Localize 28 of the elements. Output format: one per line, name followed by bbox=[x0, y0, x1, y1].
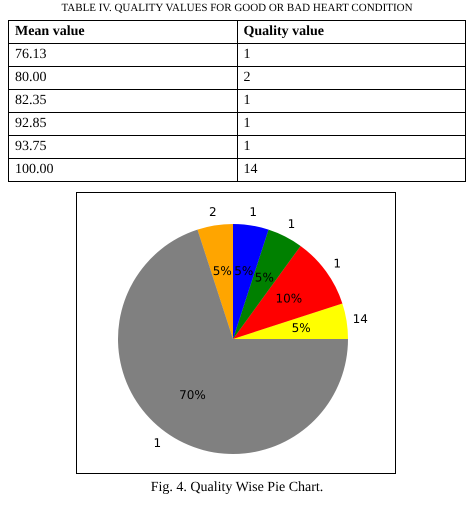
slice-label: 2 bbox=[209, 204, 217, 219]
category-label: Quality value bbox=[237, 20, 466, 44]
data-label: 5% bbox=[212, 264, 232, 278]
text: 1 bbox=[237, 112, 466, 136]
text: 92.85 bbox=[8, 112, 237, 136]
text: 2 bbox=[237, 66, 466, 90]
text: 1 bbox=[237, 90, 466, 112]
text: 76.13 bbox=[8, 44, 237, 66]
slice-label: 1 bbox=[288, 217, 296, 232]
slice-label: 1 bbox=[333, 256, 342, 270]
category-label: Mean value bbox=[8, 20, 237, 44]
data-label: 5% bbox=[234, 264, 254, 278]
caption: Fig. 4. Quality Wise Pie Chart. bbox=[150, 480, 324, 496]
slice-label: 1 bbox=[153, 436, 162, 450]
text: 80.00 bbox=[8, 66, 237, 90]
data-label: 10% bbox=[275, 291, 302, 306]
data-label: 5% bbox=[254, 270, 274, 285]
text: TABLE IV. QUALITY VALUES FOR GOOD OR BAD HEART CONDITION bbox=[60, 2, 414, 16]
slice-label: 14 bbox=[352, 312, 368, 326]
text: 82.35 bbox=[8, 90, 237, 112]
text: 93.75 bbox=[8, 136, 237, 158]
text: 1 bbox=[237, 136, 466, 158]
text: 1 bbox=[237, 44, 466, 66]
data-label: 70% bbox=[179, 388, 206, 402]
text: 14 bbox=[237, 158, 466, 182]
text: 100.00 bbox=[8, 158, 237, 182]
slice-label: 1 bbox=[249, 204, 257, 219]
data-label: 5% bbox=[292, 321, 311, 336]
